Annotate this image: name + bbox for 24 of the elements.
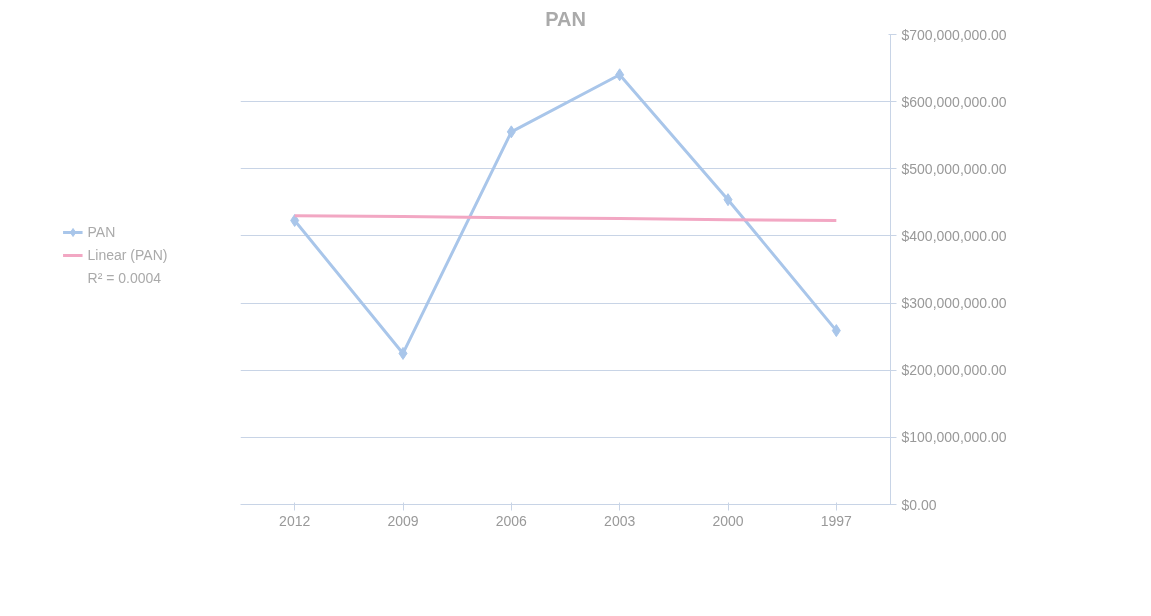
y-tick-label: $500,000,000.00 (901, 160, 1007, 177)
y-tick-label: $100,000,000.00 (901, 429, 1007, 446)
point (398, 346, 408, 360)
legend-label: Linear (PAN) (87, 247, 168, 263)
y-tick-label: $700,000,000.00 (901, 26, 1007, 43)
x-tick-label: 1997 (820, 512, 853, 529)
y-tick-label: $0.00 (901, 496, 937, 513)
y-tick-label: $300,000,000.00 (901, 295, 1007, 312)
point (615, 68, 625, 82)
legend-label: PAN (87, 224, 116, 240)
point (831, 324, 841, 338)
x-tick-label: 2000 (712, 512, 744, 529)
x-tick-label: 2009 (387, 512, 419, 529)
y-tick-label: $200,000,000.00 (901, 362, 1007, 379)
x-tick-label: 2003 (604, 512, 636, 529)
x-tick-label: 2006 (495, 512, 528, 529)
chart-title: PAN (545, 7, 586, 30)
y-tick-label: $600,000,000.00 (901, 93, 1007, 110)
point (506, 125, 516, 139)
point (290, 213, 300, 227)
y-tick-label: $400,000,000.00 (901, 227, 1007, 244)
point (723, 193, 733, 207)
text: R² = 0.0004 (87, 270, 162, 286)
x-tick-label: 2012 (279, 512, 311, 529)
